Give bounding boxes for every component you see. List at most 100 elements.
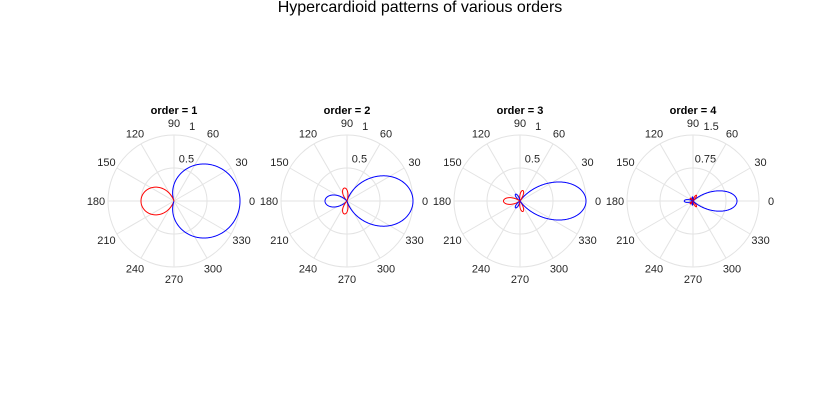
angle-tick-label: 300 — [550, 264, 568, 276]
grid-spoke — [692, 167, 751, 202]
subplot-title: order = 4 — [670, 105, 718, 117]
grid-spoke — [346, 167, 405, 202]
grid-spoke — [519, 167, 578, 202]
angle-tick-label: 150 — [443, 157, 461, 169]
positive-lobe-curve — [172, 201, 241, 239]
polar-axes-1: 0 30 60 90 120 150 180 210 240 270 300 330 0.5 1 order… — [87, 105, 255, 286]
angle-tick-label: 300 — [723, 264, 741, 276]
grid-spoke — [116, 167, 175, 202]
angle-tick-label: 330 — [578, 235, 596, 247]
angle-tick-label: 0 — [595, 196, 601, 208]
angle-tick-label: 60 — [726, 128, 738, 140]
angle-tick-label: 150 — [97, 157, 115, 169]
polar-axes-4: 0 30 60 90 120 150 180 210 240 270 300 330 0.75 1.5 or… — [606, 105, 774, 286]
grid-spoke — [140, 200, 175, 259]
positive-lobe-curve — [346, 175, 414, 202]
grid-spoke — [486, 200, 521, 259]
angle-tick-label: 300 — [377, 264, 395, 276]
angle-tick-label: 210 — [443, 235, 461, 247]
grid-spoke — [346, 143, 381, 202]
grid-spoke — [486, 143, 521, 202]
grid-spoke — [313, 200, 348, 259]
grid-spoke — [692, 143, 727, 202]
angle-tick-label: 90 — [341, 118, 353, 130]
negative-lobe-curve — [692, 194, 698, 202]
r-tick-label: 0.75 — [695, 154, 716, 166]
r-tick-label: 0.5 — [352, 154, 367, 166]
positive-lobe-curve — [692, 200, 738, 212]
subplot-title: order = 1 — [151, 105, 198, 117]
angle-tick-label: 30 — [408, 157, 420, 169]
angle-tick-label: 30 — [581, 157, 593, 169]
grid-spoke — [173, 167, 232, 202]
positive-lobe-curve — [172, 163, 241, 201]
angle-tick-label: 240 — [126, 264, 144, 276]
angle-tick-label: 150 — [270, 157, 288, 169]
positive-lobe-curve — [346, 200, 414, 227]
grid-spoke — [313, 143, 348, 202]
angle-tick-label: 60 — [553, 128, 565, 140]
positive-lobe-curve — [519, 181, 587, 202]
angle-tick-label: 180 — [606, 196, 624, 208]
figure-title: Hypercardioid patterns of various orders — [277, 0, 563, 16]
grid-spoke — [692, 200, 751, 235]
angle-tick-label: 240 — [299, 264, 317, 276]
grid-spoke — [635, 167, 694, 202]
r-tick-label: 0.5 — [179, 154, 194, 166]
angle-tick-label: 210 — [97, 235, 115, 247]
angle-tick-label: 90 — [514, 118, 526, 130]
angle-tick-label: 210 — [616, 235, 634, 247]
negative-lobe-curve — [519, 200, 525, 213]
grid-spoke — [173, 200, 208, 259]
angle-tick-label: 90 — [687, 118, 699, 130]
angle-tick-label: 60 — [207, 128, 219, 140]
positive-lobe-curve — [514, 200, 521, 209]
grid-spoke — [462, 200, 521, 235]
r-tick-label: 1 — [189, 121, 195, 133]
grid-spoke — [346, 200, 405, 235]
angle-tick-label: 90 — [168, 118, 180, 130]
positive-lobe-curve — [324, 194, 348, 208]
negative-lobe-curve — [140, 186, 175, 216]
polar-axes-3: 0 30 60 90 120 150 180 210 240 270 300 330 0.5 1 order… — [433, 105, 601, 286]
grid-spoke — [173, 143, 208, 202]
angle-tick-label: 330 — [751, 235, 769, 247]
angle-tick-label: 120 — [472, 128, 490, 140]
r-tick-label: 1 — [535, 121, 541, 133]
angle-tick-label: 330 — [405, 235, 423, 247]
angle-tick-label: 0 — [249, 196, 255, 208]
angle-tick-label: 240 — [472, 264, 490, 276]
grid-spoke — [173, 200, 232, 235]
grid-spoke — [635, 200, 694, 235]
angle-tick-label: 60 — [380, 128, 392, 140]
negative-lobe-curve — [502, 197, 521, 205]
grid-spoke — [519, 143, 554, 202]
grid-spoke — [659, 143, 694, 202]
grid-spoke — [346, 200, 381, 259]
angle-tick-label: 240 — [645, 264, 663, 276]
angle-tick-label: 120 — [126, 128, 144, 140]
grid-spoke — [116, 200, 175, 235]
angle-tick-label: 150 — [616, 157, 634, 169]
angle-tick-label: 0 — [422, 196, 428, 208]
angle-tick-label: 30 — [235, 157, 247, 169]
angle-tick-label: 270 — [684, 274, 702, 286]
angle-tick-label: 30 — [754, 157, 766, 169]
angle-tick-label: 180 — [433, 196, 451, 208]
angle-tick-label: 270 — [338, 274, 356, 286]
angle-tick-label: 180 — [87, 196, 105, 208]
negative-lobe-curve — [519, 189, 525, 202]
positive-lobe-curve — [514, 193, 521, 202]
grid-spoke — [462, 167, 521, 202]
positive-lobe-curve — [692, 190, 738, 202]
grid-spoke — [519, 200, 554, 259]
angle-tick-label: 270 — [511, 274, 529, 286]
angle-tick-label: 210 — [270, 235, 288, 247]
r-tick-label: 0.5 — [525, 154, 540, 166]
r-tick-label: 1 — [362, 121, 368, 133]
positive-lobe-curve — [519, 200, 587, 221]
angle-tick-label: 270 — [165, 274, 183, 286]
grid-spoke — [692, 200, 727, 259]
